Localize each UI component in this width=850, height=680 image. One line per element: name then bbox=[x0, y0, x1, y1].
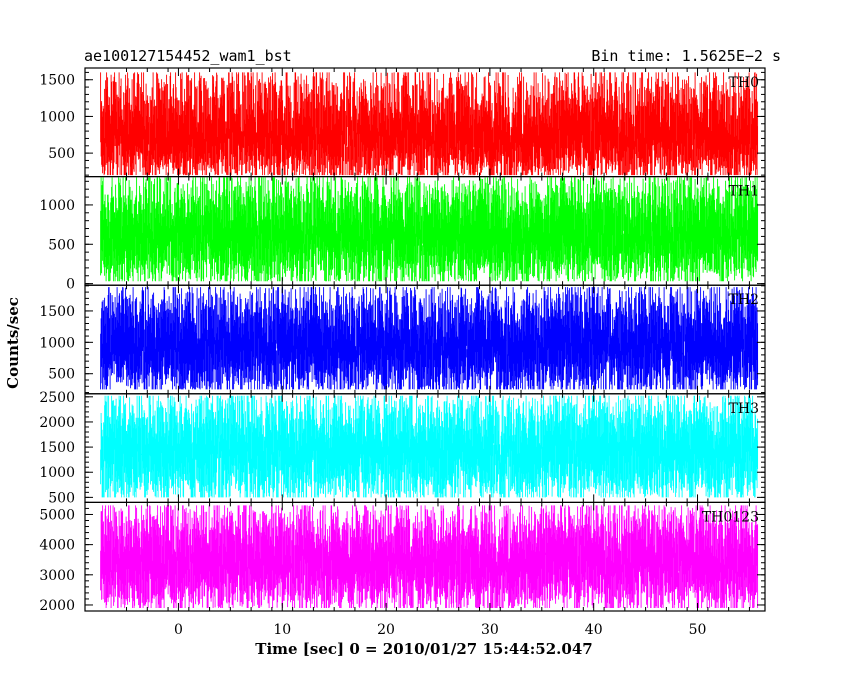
panel-label-th3: TH3 bbox=[729, 401, 759, 417]
series-th2-trace bbox=[100, 287, 759, 390]
y-tick-label: 500 bbox=[48, 237, 75, 253]
x-tick-label: 0 bbox=[174, 622, 183, 638]
y-tick-label: 1000 bbox=[39, 198, 75, 214]
x-tick-labels: 0 10 20 30 40 50 bbox=[174, 622, 706, 638]
series-th0123-trace bbox=[100, 505, 759, 608]
series-th0-trace bbox=[100, 72, 759, 176]
y-tick-label: 5000 bbox=[39, 507, 75, 523]
y-axis-label: Counts/sec bbox=[4, 297, 22, 389]
panel-label-th1: TH1 bbox=[729, 184, 759, 200]
y-tick-label: 1500 bbox=[39, 73, 75, 89]
y-tick-label: 1000 bbox=[39, 335, 75, 351]
y-tick-label: 1000 bbox=[39, 109, 75, 125]
panel-th0: 500 1000 1500 TH0 bbox=[39, 67, 766, 178]
chart-title-right: Bin time: 1.5625E−2 s bbox=[591, 47, 781, 65]
panel-th2: 500 1000 1500 TH2 bbox=[39, 284, 766, 395]
series-th3-trace bbox=[100, 395, 759, 498]
y-tick-label: 500 bbox=[48, 367, 75, 383]
panel-label-th0: TH0 bbox=[729, 75, 759, 91]
y-tick-label: 2500 bbox=[39, 390, 75, 406]
y-tick-label: 2000 bbox=[39, 415, 75, 431]
x-tick-label: 30 bbox=[481, 622, 499, 638]
y-tick-label: 0 bbox=[66, 277, 75, 293]
panel-label-th0123: TH0123 bbox=[702, 509, 759, 525]
y-tick-label: 1000 bbox=[39, 465, 75, 481]
chart-title-left: ae100127154452_wam1_bst bbox=[84, 47, 292, 65]
y-tick-label: 4000 bbox=[39, 538, 75, 554]
panel-th0123: 2000 3000 4000 5000 TH0123 bbox=[39, 501, 766, 614]
panel-th1: 0 500 1000 TH1 bbox=[39, 176, 766, 293]
x-tick-label: 20 bbox=[377, 622, 395, 638]
y-tick-label: 500 bbox=[48, 146, 75, 162]
x-tick-label: 50 bbox=[689, 622, 707, 638]
y-tick-label: 1500 bbox=[39, 440, 75, 456]
y-tick-label: 3000 bbox=[39, 568, 75, 584]
series-th1-trace bbox=[100, 177, 759, 282]
panel-th3: 500 1000 1500 2000 2500 TH3 bbox=[39, 390, 766, 506]
x-tick-label: 40 bbox=[585, 622, 603, 638]
y-tick-label: 2000 bbox=[39, 598, 75, 614]
y-tick-label: 1500 bbox=[39, 304, 75, 320]
x-axis-label: Time [sec] 0 = 2010/01/27 15:44:52.047 bbox=[255, 640, 592, 658]
panel-label-th2: TH2 bbox=[729, 292, 759, 308]
y-tick-label: 500 bbox=[48, 490, 75, 506]
x-tick-label: 10 bbox=[273, 622, 291, 638]
